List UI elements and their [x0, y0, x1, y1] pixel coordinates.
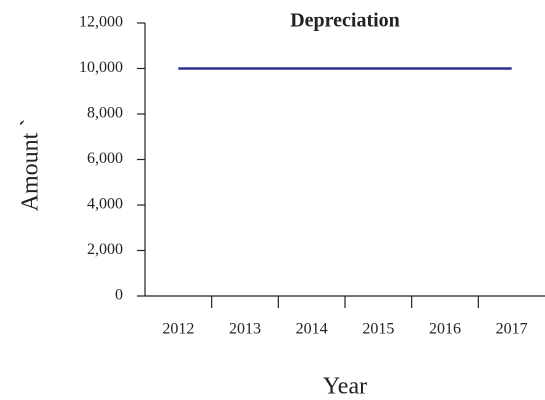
chart-title: Depreciation — [290, 10, 400, 32]
x-axis-label: Year — [323, 374, 367, 400]
y-tick-label: 8,000 — [87, 105, 123, 122]
y-tick-label: 4,000 — [87, 196, 123, 213]
y-axis-label: Amount ` — [18, 119, 44, 212]
x-tick-label: 2016 — [429, 321, 461, 338]
y-tick-label: 2,000 — [87, 241, 123, 258]
y-tick-label: 12,000 — [79, 14, 123, 31]
x-tick-label: 2012 — [162, 321, 194, 338]
y-tick-label: 6,000 — [87, 150, 123, 167]
y-tick-label: 0 — [115, 287, 123, 304]
x-tick-label: 2017 — [496, 321, 528, 338]
y-tick-label: 10,000 — [79, 59, 123, 76]
x-tick-label: 2015 — [362, 321, 394, 338]
x-tick-label: 2013 — [229, 321, 261, 338]
x-tick-label: 2014 — [296, 321, 328, 338]
